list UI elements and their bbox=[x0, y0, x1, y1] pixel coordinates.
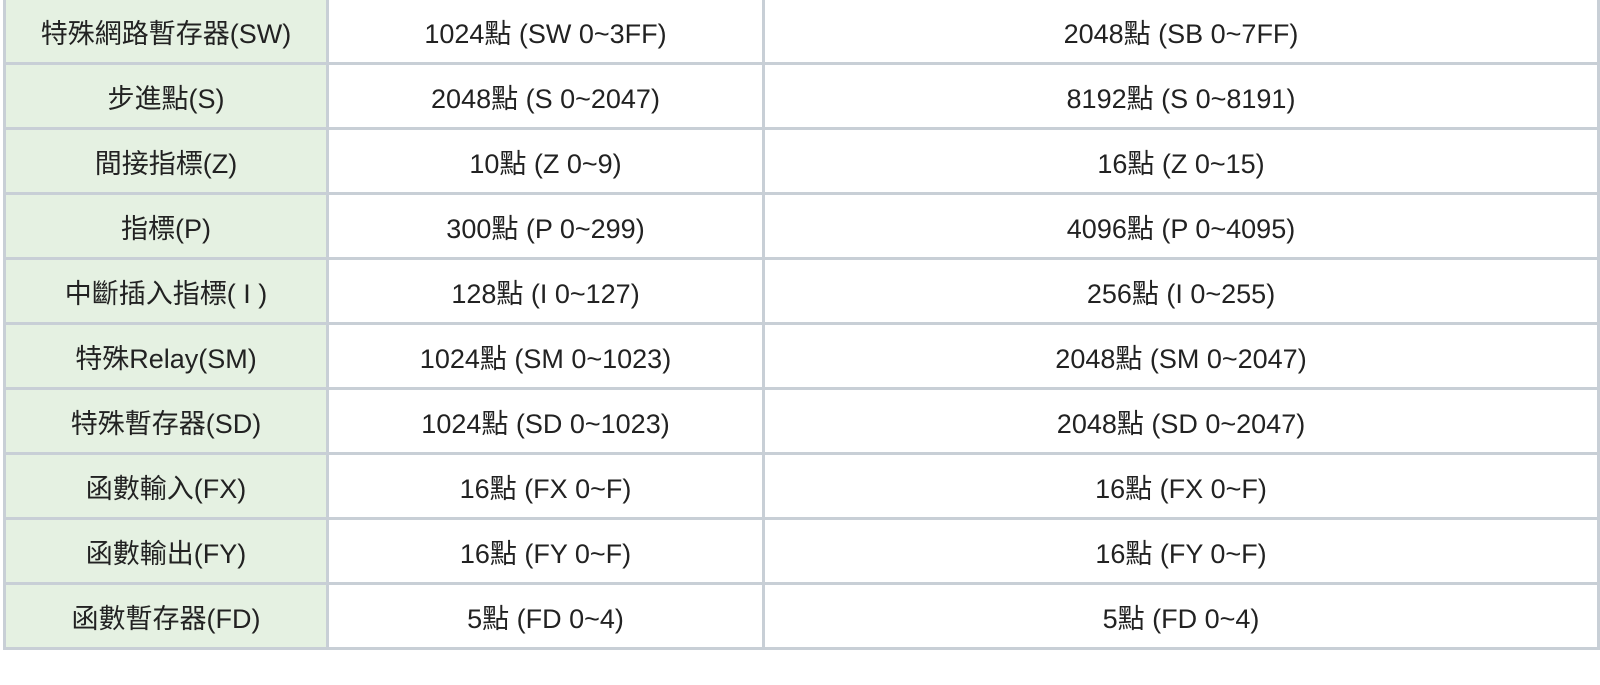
table-cell: 2048點 (SM 0~2047) bbox=[762, 322, 1600, 390]
table-row: 特殊網路暫存器(SW) 1024點 (SW 0~3FF) 2048點 (SB 0~7… bbox=[3, 0, 1600, 65]
table-cell: 128點 (I 0~127) bbox=[326, 257, 765, 325]
table-cell: 4096點 (P 0~4095) bbox=[762, 192, 1600, 260]
table-cell: 16點 (FY 0~F) bbox=[762, 517, 1600, 585]
table-cell: 16點 (Z 0~15) bbox=[762, 127, 1600, 195]
table-cell: 5點 (FD 0~4) bbox=[762, 582, 1600, 650]
table-cell: 256點 (I 0~255) bbox=[762, 257, 1600, 325]
table-cell: 16點 (FY 0~F) bbox=[326, 517, 765, 585]
table-row: 指標(P) 300點 (P 0~299) 4096點 (P 0~4095) bbox=[3, 192, 1600, 260]
row-header-cell: 特殊Relay(SM) bbox=[3, 322, 329, 390]
spec-table: 特殊網路暫存器(SW) 1024點 (SW 0~3FF) 2048點 (SB 0~7… bbox=[3, 0, 1600, 650]
row-header-cell: 步進點(S) bbox=[3, 62, 329, 130]
table-cell: 16點 (FX 0~F) bbox=[762, 452, 1600, 520]
table-row: 函數輸入(FX) 16點 (FX 0~F) 16點 (FX 0~F) bbox=[3, 452, 1600, 520]
row-header-cell: 間接指標(Z) bbox=[3, 127, 329, 195]
table-cell: 10點 (Z 0~9) bbox=[326, 127, 765, 195]
table-row: 函數暫存器(FD) 5點 (FD 0~4) 5點 (FD 0~4) bbox=[3, 582, 1600, 650]
table-row: 特殊暫存器(SD) 1024點 (SD 0~1023) 2048點 (SD 0~20… bbox=[3, 387, 1600, 455]
row-header-cell: 中斷插入指標( I ) bbox=[3, 257, 329, 325]
table-cell: 1024點 (SD 0~1023) bbox=[326, 387, 765, 455]
table-row: 特殊Relay(SM) 1024點 (SM 0~1023) 2048點 (SM 0~… bbox=[3, 322, 1600, 390]
table-cell: 2048點 (S 0~2047) bbox=[326, 62, 765, 130]
table-cell: 16點 (FX 0~F) bbox=[326, 452, 765, 520]
table-cell: 300點 (P 0~299) bbox=[326, 192, 765, 260]
table-cell: 2048點 (SD 0~2047) bbox=[762, 387, 1600, 455]
table-row: 中斷插入指標( I ) 128點 (I 0~127) 256點 (I 0~255) bbox=[3, 257, 1600, 325]
row-header-cell: 特殊暫存器(SD) bbox=[3, 387, 329, 455]
table-row: 間接指標(Z) 10點 (Z 0~9) 16點 (Z 0~15) bbox=[3, 127, 1600, 195]
table-cell: 5點 (FD 0~4) bbox=[326, 582, 765, 650]
table-row: 步進點(S) 2048點 (S 0~2047) 8192點 (S 0~8191) bbox=[3, 62, 1600, 130]
row-header-cell: 指標(P) bbox=[3, 192, 329, 260]
table-cell: 2048點 (SB 0~7FF) bbox=[762, 0, 1600, 65]
table-cell: 1024點 (SW 0~3FF) bbox=[326, 0, 765, 65]
table-cell: 1024點 (SM 0~1023) bbox=[326, 322, 765, 390]
row-header-cell: 函數輸入(FX) bbox=[3, 452, 329, 520]
row-header-cell: 特殊網路暫存器(SW) bbox=[3, 0, 329, 65]
row-header-cell: 函數暫存器(FD) bbox=[3, 582, 329, 650]
table-cell: 8192點 (S 0~8191) bbox=[762, 62, 1600, 130]
table-row: 函數輸出(FY) 16點 (FY 0~F) 16點 (FY 0~F) bbox=[3, 517, 1600, 585]
row-header-cell: 函數輸出(FY) bbox=[3, 517, 329, 585]
table-body: 特殊網路暫存器(SW) 1024點 (SW 0~3FF) 2048點 (SB 0~7… bbox=[3, 0, 1600, 650]
